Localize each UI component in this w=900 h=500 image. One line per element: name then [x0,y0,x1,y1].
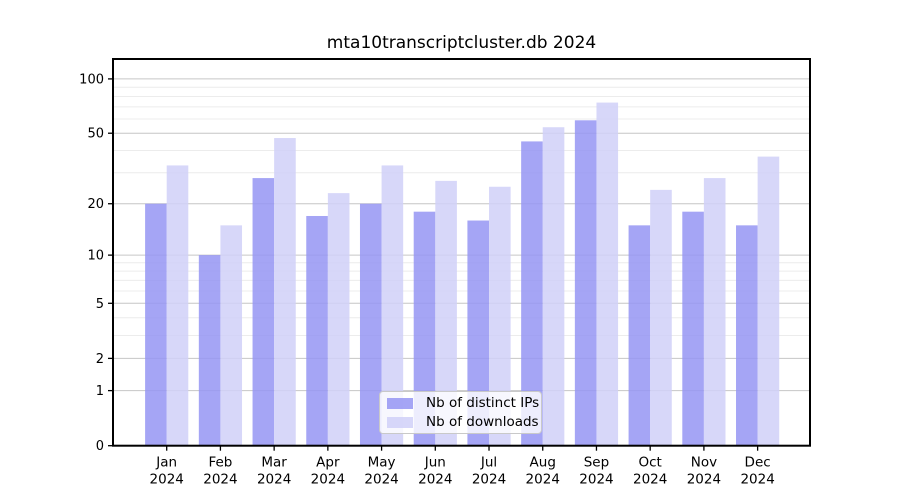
x-tick-label-month: Apr [316,455,340,471]
x-tick-label-year: 2024 [633,472,667,488]
x-tick-label-month: Sep [584,455,609,471]
x-tick-label-month: Mar [261,455,287,471]
bar-downloads [327,193,350,446]
x-tick-label-year: 2024 [472,472,506,488]
x-tick-label-month: Dec [745,455,771,471]
bar-downloads [650,189,672,446]
bar-downloads [381,165,404,446]
x-tick-label-month: Nov [691,455,717,471]
x-tick-label-year: 2024 [687,472,721,488]
bar-distinct-ips [467,220,490,446]
legend-swatch-distinct-ips [387,397,413,409]
bar-downloads [220,225,243,446]
bar-distinct-ips [736,225,758,446]
x-tick-label-month: Jul [480,455,497,471]
bar-distinct-ips [628,225,651,446]
x-tick-label-month: Jan [155,455,177,471]
bar-downloads [542,127,565,446]
bar-distinct-ips [682,211,704,446]
x-tick-label-year: 2024 [418,472,452,488]
x-tick-label-month: Jun [424,455,446,471]
x-tick-label-month: Aug [530,455,556,471]
legend-label-downloads: Nb of downloads [426,414,539,430]
legend-label-distinct-ips: Nb of distinct IPs [426,395,540,411]
x-tick-label-year: 2024 [150,472,184,488]
legend-item-downloads: Nb of downloads [387,415,539,429]
y-tick-label: 0 [96,439,104,454]
bar-downloads [596,102,619,446]
y-tick-label: 100 [79,72,104,87]
bar-distinct-ips [413,211,436,446]
x-tick-label-year: 2024 [526,472,560,488]
bar-downloads [274,138,296,446]
x-tick-label-month: May [368,455,396,471]
bar-downloads [757,156,780,446]
bar-distinct-ips [574,120,597,446]
bar-distinct-ips [359,203,382,446]
axes-spines [112,58,811,447]
bar-distinct-ips [306,215,328,446]
x-tick-label-year: 2024 [740,472,774,488]
bar-downloads [703,178,726,446]
bar-downloads [489,186,511,446]
bar-downloads [166,165,189,446]
y-tick-label: 5 [96,297,104,312]
y-tick-label: 20 [87,197,104,212]
y-tick-label: 50 [87,127,104,142]
x-tick-label-month: Oct [639,455,662,471]
x-tick-label-year: 2024 [257,472,291,488]
legend: Nb of distinct IPs Nb of downloads [379,391,542,434]
x-tick-label-year: 2024 [364,472,398,488]
y-tick-label: 10 [87,249,104,264]
legend-swatch-downloads [387,416,413,428]
bar-distinct-ips [252,178,275,446]
bar-distinct-ips [145,203,167,446]
x-tick-label-year: 2024 [579,472,613,488]
x-tick-label-year: 2024 [203,472,237,488]
bar-downloads [435,180,457,446]
bar-distinct-ips [198,255,221,446]
x-tick-label-month: Feb [208,455,232,471]
legend-item-distinct-ips: Nb of distinct IPs [387,396,539,410]
y-tick-label: 1 [96,384,104,399]
y-tick-label: 2 [96,352,104,367]
chart-title: mta10transcriptcluster.db 2024 [326,33,597,53]
bar-distinct-ips [521,141,543,446]
x-tick-label-year: 2024 [311,472,345,488]
